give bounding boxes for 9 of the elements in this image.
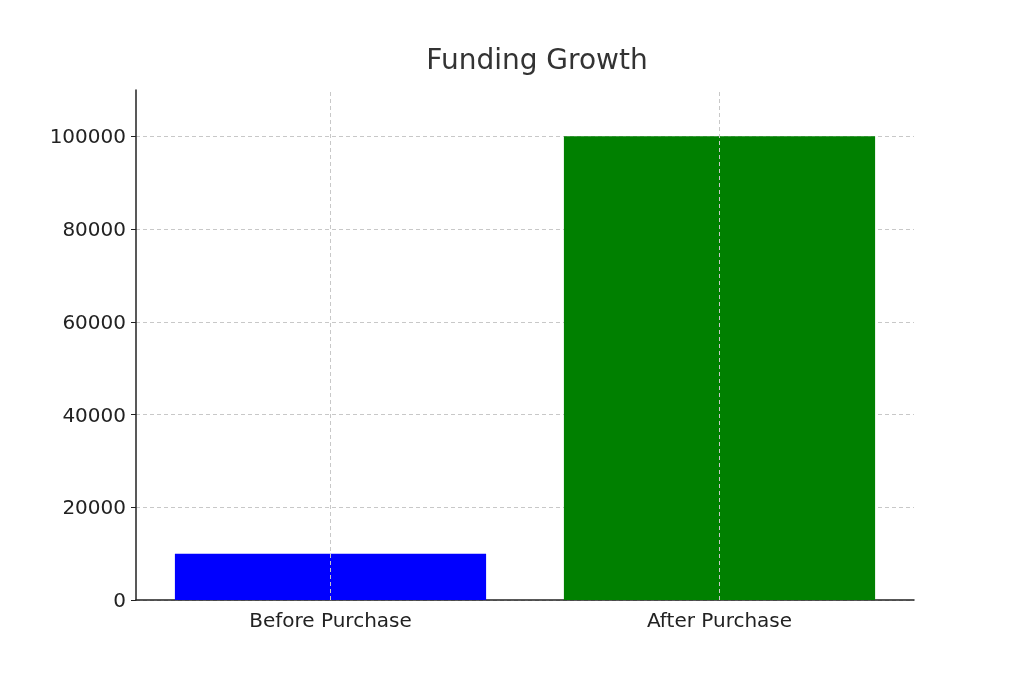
y-tick-label: 0	[113, 588, 126, 612]
y-tick-label: 40000	[62, 402, 126, 427]
y-tick-label: 60000	[62, 309, 126, 334]
y-tick-label: 20000	[62, 495, 126, 520]
y-tick-label: 80000	[62, 217, 126, 242]
chart-title: Funding Growth	[426, 42, 648, 76]
x-tick-label: After Purchase	[646, 608, 793, 632]
x-tick-label: Before Purchase	[249, 608, 412, 632]
y-tick-label: 100000	[49, 124, 126, 149]
